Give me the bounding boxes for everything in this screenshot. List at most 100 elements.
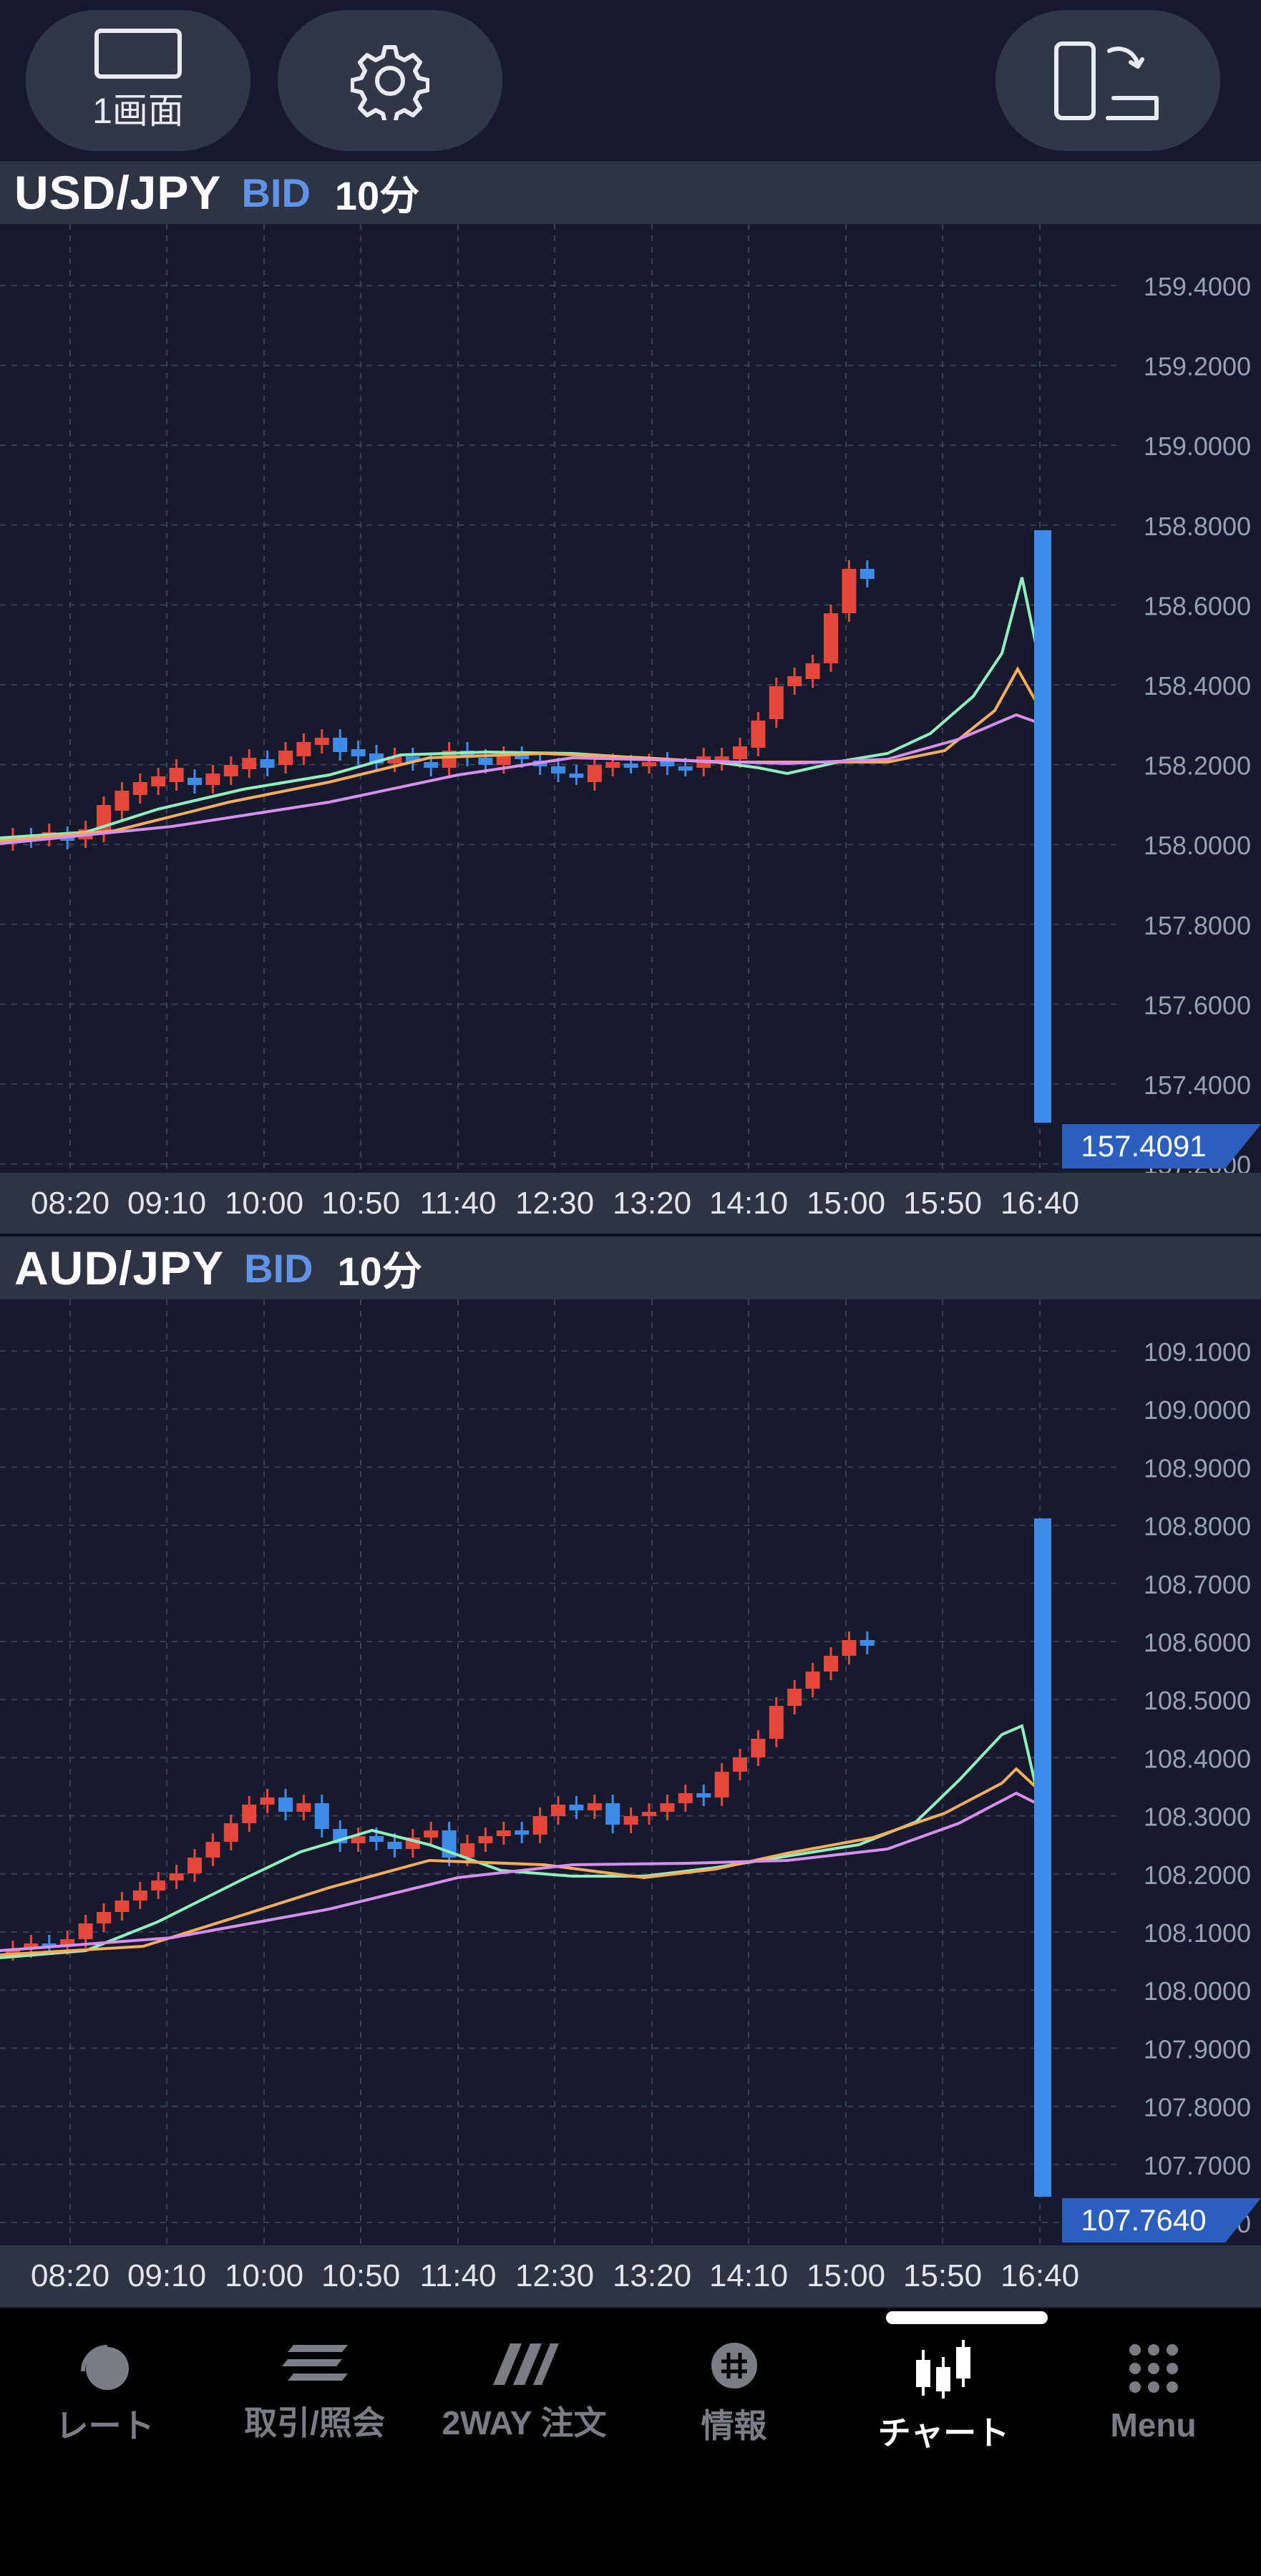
candle-body [733,746,747,759]
nav-tab-menu[interactable]: Menu [1048,2308,1258,2444]
candle-body [460,751,474,758]
time-axis-label: 11:40 [419,2258,497,2293]
chart-header: USD/JPY BID 10分 [0,161,1261,224]
current-price-tag [1062,1124,1225,1169]
candle-body [478,758,493,765]
current-price-tag [1062,2198,1225,2243]
candle-body [751,1739,766,1757]
nav-label: 情報 [701,2407,767,2444]
price-axis-label: 108.6000 [1144,1628,1251,1657]
price-axis-label: 157.4000 [1144,1070,1251,1100]
candle-body [605,762,620,768]
candle-body [6,1949,20,1953]
candle-body [678,1793,693,1803]
candle-body [169,768,184,782]
rotate-screen-button[interactable] [995,10,1220,151]
price-type[interactable]: BID [244,1245,313,1291]
candle-body [188,778,202,785]
candle-body [132,1890,147,1901]
time-axis-label: 14:10 [709,1186,789,1221]
timeframe[interactable]: 10分 [334,172,420,218]
price-axis-label: 158.8000 [1144,512,1251,541]
settings-button[interactable] [278,10,502,151]
candle-body [515,1830,530,1835]
candle-body [223,1823,238,1842]
time-axis: 08:20 09:10 10:00 10:50 11:40 12:30 13:20 14:10… [0,2245,1261,2307]
candle-body [351,1836,366,1843]
time-axis-label: 15:00 [806,1186,886,1221]
top-toolbar: 1画面 [0,0,1261,161]
candle-body [278,751,293,765]
candle-body [132,782,147,795]
price-axis-label: 159.2000 [1144,352,1251,381]
current-price-value: 107.7640 [1081,2203,1206,2237]
candle-body [478,1836,493,1843]
price-axis-label: 108.2000 [1144,1860,1251,1890]
price-axis-label: 108.4000 [1144,1744,1251,1773]
price-axis-label: 107.9000 [1144,2034,1251,2064]
candle-body [424,762,439,768]
candle-body [660,761,675,766]
price-axis-label: 108.3000 [1144,1802,1251,1832]
candle-body [623,1816,638,1825]
candle-body [496,755,511,765]
nav-tab-trade[interactable]: 取引/照会 [210,2308,419,2444]
nav-tab-info[interactable]: 情報 [629,2308,839,2444]
candle-body [424,1830,439,1838]
candle-body [405,756,420,762]
screen-layout-button[interactable]: 1画面 [26,10,250,151]
time-axis-label: 13:20 [612,1186,692,1221]
usdjpy-chart-panel: USD/JPY BID 10分 159.4000 159.2000 159.0000… [0,161,1261,1236]
panel-divider [0,1234,1261,1236]
nav-label: 取引/照会 [244,2404,385,2441]
time-axis-label: 08:20 [30,1186,110,1221]
time-axis-label: 10:00 [224,2258,304,2293]
time-axis-label: 10:50 [321,2258,401,2293]
info-icon [711,2343,757,2389]
candle-body [169,1873,184,1880]
price-type[interactable]: BID [241,170,311,215]
candle-body [787,676,802,686]
candle-body [115,791,130,811]
single-screen-icon [94,28,182,79]
candle-body [824,613,838,663]
ma-short-line [0,1724,1039,1959]
nav-label: チャート [877,2414,1010,2451]
nav-tab-rate[interactable]: レート [0,2308,210,2444]
bottom-navigation: レート 取引/照会 2WAY 注文 [0,2308,1261,2576]
price-axis-label: 158.4000 [1144,671,1251,701]
candlestick-chart[interactable]: 109.1000 109.0000 108.9000 108.8000 108.7000… [0,1299,1261,2245]
price-axis-label: 108.1000 [1144,1918,1251,1948]
candle-body [623,763,638,768]
time-axis-label: 10:00 [224,1186,304,1221]
time-axis-label: 12:30 [515,2258,595,2293]
time-axis-label: 14:10 [709,2258,789,2293]
candle-body [605,1803,620,1825]
candle-body [587,1803,602,1810]
chart-icon [915,2340,970,2399]
candle-body [242,1805,257,1823]
candle-body [242,758,257,769]
price-tag-arrow [1225,2198,1261,2243]
ma-mid-line [0,1767,1038,1956]
candlestick-chart[interactable]: 159.4000 159.2000 159.0000 158.8000 158.6000… [0,224,1261,1173]
currency-pair[interactable]: AUD/JPY [14,1241,225,1294]
price-axis-label: 108.9000 [1144,1453,1251,1483]
nav-tab-2way-order[interactable]: 2WAY 注文 [419,2308,629,2444]
nav-label: レート [55,2407,155,2444]
candle-body [78,1923,93,1939]
nav-tab-chart[interactable]: チャート [839,2308,1048,2451]
candle-body [260,759,275,768]
candle-body [769,686,784,719]
candle-body [151,776,166,786]
price-axis-label: 157.6000 [1144,990,1251,1020]
currency-pair[interactable]: USD/JPY [14,166,222,219]
rotate-screen-icon [1054,41,1159,120]
price-axis-label: 159.0000 [1144,431,1251,461]
candle-body [551,1805,565,1816]
time-axis-label: 16:40 [1000,2258,1080,2293]
menu-grid-icon [1129,2344,1178,2393]
timeframe[interactable]: 10分 [337,1248,422,1294]
gear-icon [351,44,429,120]
price-axis-label: 108.7000 [1144,1570,1251,1599]
